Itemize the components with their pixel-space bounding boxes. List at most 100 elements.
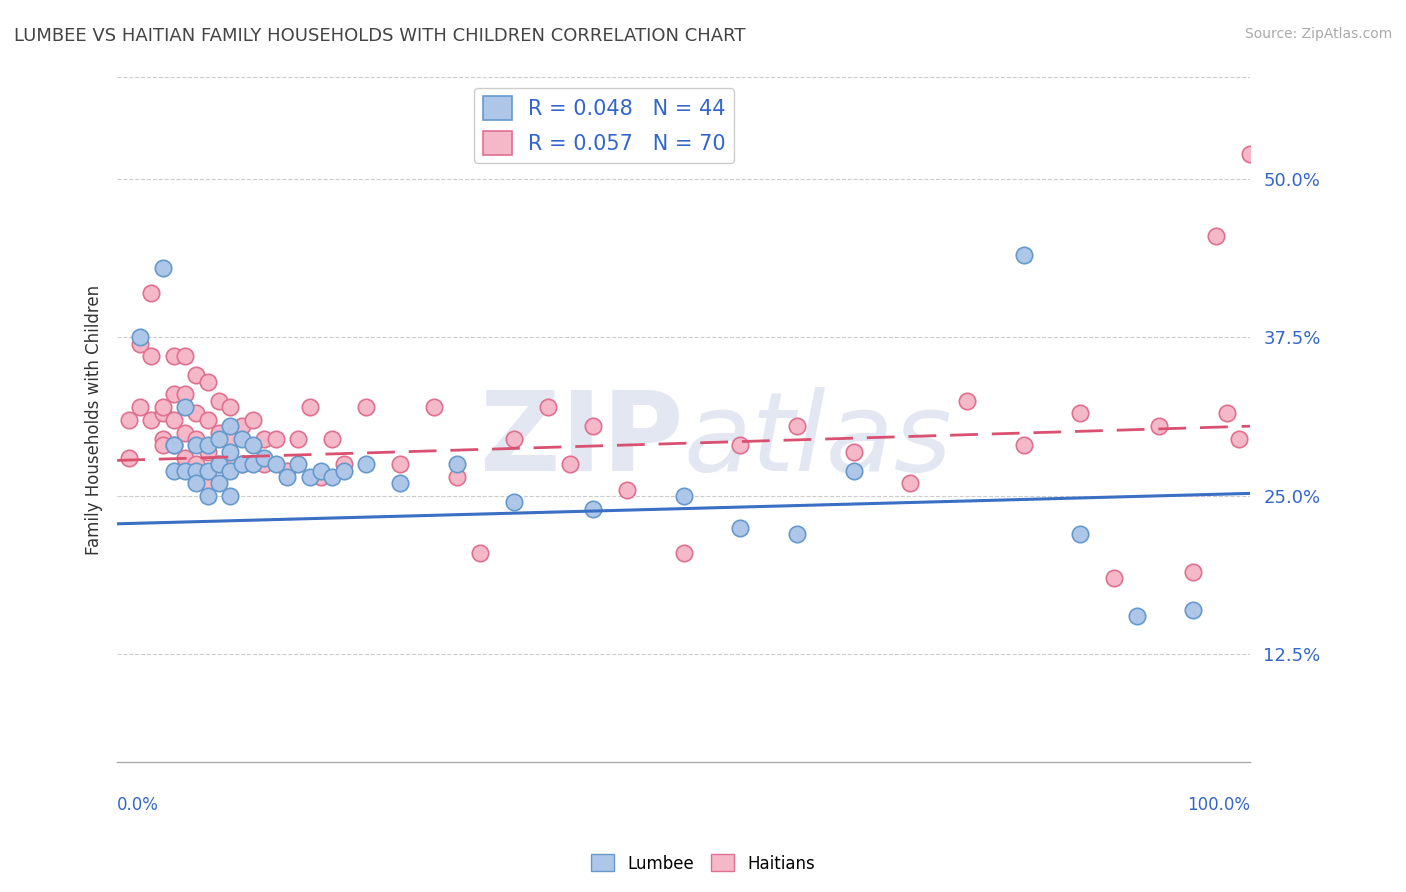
Point <box>672 546 695 560</box>
Point <box>174 425 197 440</box>
Point <box>389 476 412 491</box>
Point <box>1239 146 1261 161</box>
Point <box>208 457 231 471</box>
Point <box>446 470 468 484</box>
Y-axis label: Family Households with Children: Family Households with Children <box>86 285 103 555</box>
Point <box>276 470 298 484</box>
Point <box>208 432 231 446</box>
Point <box>956 393 979 408</box>
Point <box>197 464 219 478</box>
Point <box>287 457 309 471</box>
Point <box>219 464 242 478</box>
Point <box>163 438 186 452</box>
Point <box>264 432 287 446</box>
Point <box>152 400 174 414</box>
Point <box>1182 603 1205 617</box>
Point <box>242 438 264 452</box>
Text: ZIP: ZIP <box>481 387 683 494</box>
Point <box>163 387 186 401</box>
Point <box>174 400 197 414</box>
Text: LUMBEE VS HAITIAN FAMILY HOUSEHOLDS WITH CHILDREN CORRELATION CHART: LUMBEE VS HAITIAN FAMILY HOUSEHOLDS WITH… <box>14 27 745 45</box>
Point <box>1227 432 1250 446</box>
Point <box>242 413 264 427</box>
Point <box>231 419 253 434</box>
Point <box>333 464 356 478</box>
Text: atlas: atlas <box>683 387 952 494</box>
Point <box>163 464 186 478</box>
Point <box>502 495 524 509</box>
Point <box>231 432 253 446</box>
Point <box>186 407 208 421</box>
Point <box>582 501 605 516</box>
Point <box>446 457 468 471</box>
Point <box>1069 407 1091 421</box>
Point <box>1182 565 1205 579</box>
Point <box>333 457 356 471</box>
Point <box>616 483 638 497</box>
Point <box>208 393 231 408</box>
Point <box>730 438 752 452</box>
Point <box>197 476 219 491</box>
Point <box>1205 229 1227 244</box>
Point <box>898 476 921 491</box>
Point <box>186 464 208 478</box>
Point <box>128 330 150 344</box>
Point <box>672 489 695 503</box>
Point <box>730 521 752 535</box>
Point <box>389 457 412 471</box>
Point <box>264 457 287 471</box>
Point <box>219 457 242 471</box>
Point <box>1126 609 1149 624</box>
Point <box>186 432 208 446</box>
Point <box>152 432 174 446</box>
Point <box>186 438 208 452</box>
Point <box>174 387 197 401</box>
Point <box>141 350 163 364</box>
Point <box>298 400 321 414</box>
Point <box>163 438 186 452</box>
Point <box>128 400 150 414</box>
Point <box>174 464 197 478</box>
Point <box>219 489 242 503</box>
Point <box>197 438 219 452</box>
Point <box>356 457 378 471</box>
Point <box>1012 438 1035 452</box>
Point <box>321 432 343 446</box>
Point <box>1102 571 1125 585</box>
Point <box>219 400 242 414</box>
Point <box>1216 407 1239 421</box>
Point <box>298 470 321 484</box>
Point <box>186 457 208 471</box>
Text: 0.0%: 0.0% <box>117 797 159 814</box>
Point <box>197 375 219 389</box>
Point <box>117 450 139 465</box>
Point <box>786 419 808 434</box>
Point <box>174 350 197 364</box>
Point <box>309 464 332 478</box>
Point <box>309 470 332 484</box>
Point <box>468 546 491 560</box>
Point <box>537 400 560 414</box>
Point <box>231 457 253 471</box>
Point <box>253 432 276 446</box>
Point <box>276 464 298 478</box>
Point <box>197 413 219 427</box>
Point <box>141 413 163 427</box>
Point <box>219 432 242 446</box>
Point <box>117 413 139 427</box>
Point <box>253 457 276 471</box>
Point <box>842 464 865 478</box>
Point <box>208 425 231 440</box>
Point <box>219 444 242 458</box>
Point <box>231 457 253 471</box>
Point <box>1149 419 1171 434</box>
Point <box>152 260 174 275</box>
Point <box>242 457 264 471</box>
Point <box>1069 527 1091 541</box>
Point <box>786 527 808 541</box>
Point <box>197 489 219 503</box>
Legend: Lumbee, Haitians: Lumbee, Haitians <box>583 847 823 880</box>
Point <box>128 336 150 351</box>
Point <box>186 368 208 383</box>
Point <box>163 350 186 364</box>
